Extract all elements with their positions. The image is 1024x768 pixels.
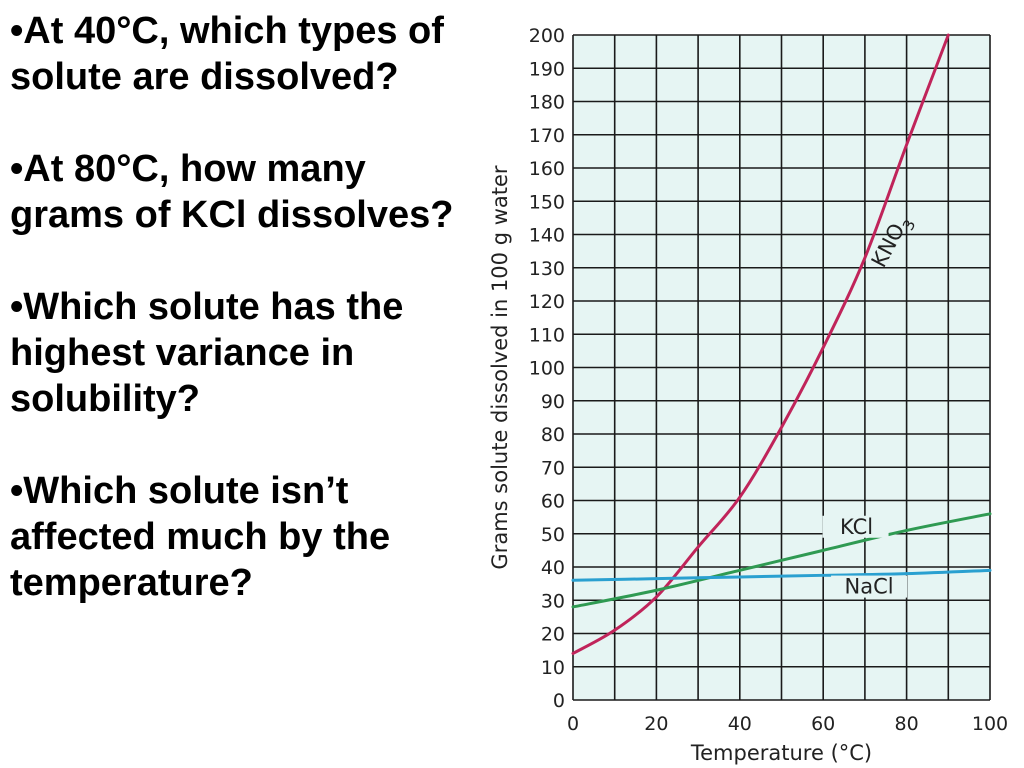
y-tick-label: 180 xyxy=(529,92,565,114)
series-label-nacl: NaCl xyxy=(845,575,894,599)
y-tick-label: 0 xyxy=(553,690,565,712)
y-tick-label: 90 xyxy=(541,391,565,413)
y-tick-label: 130 xyxy=(529,258,565,280)
chart-grid xyxy=(572,34,991,701)
x-tick-label: 0 xyxy=(567,713,579,735)
question-4: •Which solute isn’t affected much by the… xyxy=(10,470,391,604)
y-axis-title: Grams solute dissolved in 100 g water xyxy=(488,165,512,569)
question-list: •At 40°C, which types of solute are diss… xyxy=(10,8,480,606)
series-label-bg-kcl xyxy=(822,515,889,538)
question-3: •Which solute has the highest variance i… xyxy=(10,286,404,420)
x-tick-label: 100 xyxy=(972,713,1008,735)
y-tick-label: 60 xyxy=(541,491,565,513)
series-line-nacl xyxy=(571,568,992,582)
series-line-kno xyxy=(571,33,950,655)
x-tick-labels: 0 20 40 60 80 100 xyxy=(567,713,1008,735)
series-label-kcl: KCl xyxy=(840,515,873,539)
y-tick-label: 200 xyxy=(529,25,565,47)
y-tick-label: 160 xyxy=(529,158,565,180)
y-tick-label: 30 xyxy=(541,590,565,612)
series-label-bg-nacl xyxy=(831,575,908,598)
y-tick-label: 120 xyxy=(529,291,565,313)
x-tick-label: 80 xyxy=(895,713,919,735)
y-tick-label: 70 xyxy=(541,457,565,479)
y-tick-label: 170 xyxy=(529,125,565,147)
question-2: •At 80°C, how many grams of KCl dissolve… xyxy=(10,148,454,236)
y-tick-label: 50 xyxy=(541,524,565,546)
y-tick-label: 190 xyxy=(529,58,565,80)
y-tick-label: 100 xyxy=(529,358,565,380)
x-axis-title: Temperature (°C) xyxy=(690,741,872,765)
y-tick-label: 80 xyxy=(541,424,565,446)
y-tick-label: 40 xyxy=(541,557,565,579)
y-tick-label: 10 xyxy=(541,657,565,679)
series-lines xyxy=(571,33,992,655)
y-tick-label: 140 xyxy=(529,225,565,247)
series-line-kcl xyxy=(571,512,992,609)
y-tick-label: 150 xyxy=(529,191,565,213)
x-tick-label: 20 xyxy=(644,713,668,735)
y-tick-label: 110 xyxy=(529,324,565,346)
x-tick-label: 40 xyxy=(728,713,752,735)
y-tick-label: 20 xyxy=(541,624,565,646)
question-1: •At 40°C, which types of solute are diss… xyxy=(10,10,444,98)
x-tick-label: 60 xyxy=(811,713,835,735)
y-tick-labels: 0 10 20 30 40 50 60 70 80 90 100 110 120 130 140 150 160… xyxy=(529,25,565,712)
